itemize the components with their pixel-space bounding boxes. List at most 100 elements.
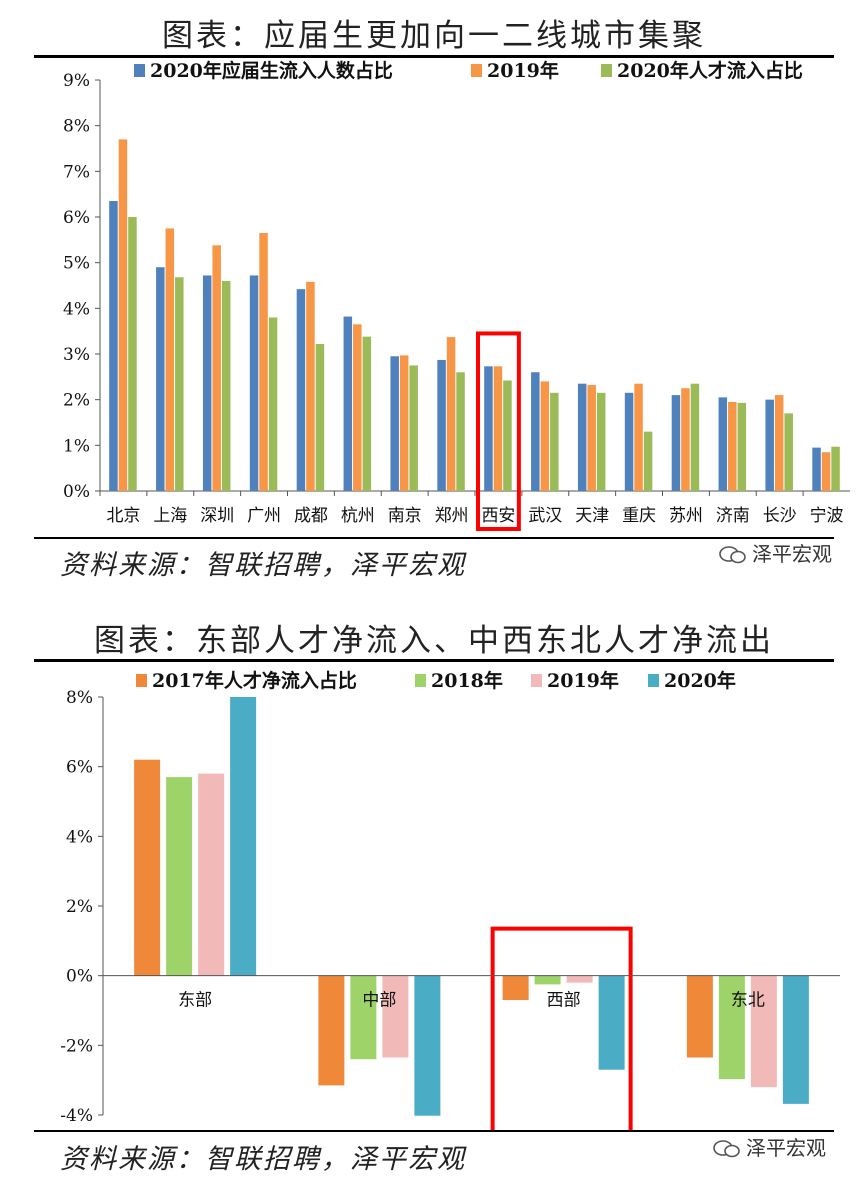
bar	[118, 139, 128, 491]
chart1-top-rule	[34, 55, 834, 58]
bar	[399, 355, 409, 491]
bar	[362, 336, 372, 491]
legend-label: 2020年	[664, 669, 736, 692]
bar	[343, 316, 353, 491]
legend-swatch	[136, 674, 147, 687]
highlight-box	[476, 331, 521, 532]
legend-label: 2020年人才流入占比	[617, 59, 803, 82]
bar	[353, 324, 362, 491]
bar	[350, 975, 377, 1060]
x-tick-label: 杭州	[341, 506, 375, 526]
bar	[831, 446, 840, 491]
x-tick-label: 东北	[731, 991, 765, 1011]
bar	[128, 217, 137, 491]
bar	[531, 372, 540, 491]
x-tick-label: 长沙	[763, 506, 797, 526]
y-tick-label: 0%	[66, 967, 93, 987]
x-tick-label: 深圳	[200, 506, 234, 526]
bar	[596, 392, 606, 491]
y-tick-label: 5%	[63, 254, 90, 274]
legend-swatch	[531, 674, 542, 687]
y-tick-label: 6%	[63, 208, 90, 228]
chart2-bottom-rule	[34, 1130, 834, 1132]
bar	[484, 366, 493, 491]
y-tick-label: 6%	[66, 758, 93, 778]
y-tick-label: 9%	[63, 71, 90, 91]
bar	[812, 447, 821, 491]
x-tick-label: 成都	[294, 506, 328, 526]
bar	[728, 401, 737, 491]
x-tick-label: 重庆	[622, 506, 656, 526]
bar	[198, 773, 225, 976]
x-tick-label: 苏州	[669, 506, 703, 526]
bar	[718, 397, 728, 491]
bar	[414, 975, 441, 1116]
bar	[456, 372, 465, 491]
x-tick-label: 西部	[547, 991, 581, 1011]
bar	[166, 777, 193, 976]
bar	[503, 380, 512, 491]
chart1-source: 资料来源：智联招聘，泽平宏观	[60, 550, 466, 581]
bar	[259, 232, 268, 491]
x-tick-label: 上海	[153, 506, 187, 526]
x-tick-label: 北京	[106, 506, 140, 526]
x-tick-label: 广州	[247, 506, 281, 526]
bar	[681, 388, 690, 491]
bar	[493, 366, 503, 491]
y-tick-label: -4%	[60, 1106, 93, 1126]
bar	[156, 267, 165, 491]
bar	[750, 975, 777, 1088]
legend-swatch	[471, 64, 482, 77]
bar	[306, 281, 315, 491]
y-tick-label: 8%	[63, 117, 90, 137]
y-tick-label: 0%	[63, 482, 90, 502]
x-tick-label: 宁波	[810, 506, 844, 526]
highlight-box	[490, 926, 633, 1132]
bar	[782, 975, 809, 1104]
chart2-watermark: 泽平宏观	[712, 1132, 826, 1161]
bar	[318, 975, 345, 1086]
y-tick-label: -2%	[60, 1036, 93, 1056]
legend-label: 2017年人才净流入占比	[152, 669, 357, 692]
bar	[598, 975, 625, 1070]
bar	[566, 975, 593, 983]
x-tick-label: 武汉	[528, 506, 562, 526]
bar	[134, 759, 161, 976]
bar	[671, 395, 681, 491]
bar	[686, 975, 713, 1058]
chart2-watermark-text: 泽平宏观	[746, 1136, 826, 1160]
bar	[540, 381, 550, 491]
chart2-title: 图表：东部人才净流入、中西东北人才净流出	[94, 623, 774, 659]
bar	[165, 228, 175, 491]
bar	[774, 395, 784, 491]
bar	[221, 280, 231, 491]
legend-label: 2020年应届生流入人数占比	[150, 59, 393, 82]
bar	[577, 383, 587, 491]
chart1-watermark: 泽平宏观	[718, 538, 832, 567]
bar	[587, 385, 596, 491]
bar	[230, 697, 257, 976]
bar	[821, 452, 831, 491]
bar	[175, 277, 184, 491]
bar	[315, 343, 325, 491]
bar	[212, 245, 221, 491]
y-tick-label: 8%	[66, 688, 93, 708]
y-tick-label: 1%	[63, 436, 90, 456]
legend-swatch	[648, 674, 659, 687]
bar	[249, 275, 259, 491]
y-tick-label: 2%	[63, 391, 90, 411]
y-tick-label: 2%	[66, 897, 93, 917]
chart2-source: 资料来源：智联招聘，泽平宏观	[60, 1144, 466, 1175]
y-tick-label: 3%	[63, 345, 90, 365]
legend-swatch	[134, 64, 145, 77]
y-tick-label: 4%	[63, 299, 90, 319]
x-tick-label: 南京	[388, 506, 422, 526]
bar	[643, 431, 653, 491]
bar	[382, 975, 409, 1058]
bar	[737, 402, 747, 491]
bar	[390, 356, 399, 491]
x-tick-label: 西安	[481, 506, 515, 526]
bar	[202, 275, 212, 491]
bar	[550, 392, 559, 491]
bar	[409, 365, 418, 491]
